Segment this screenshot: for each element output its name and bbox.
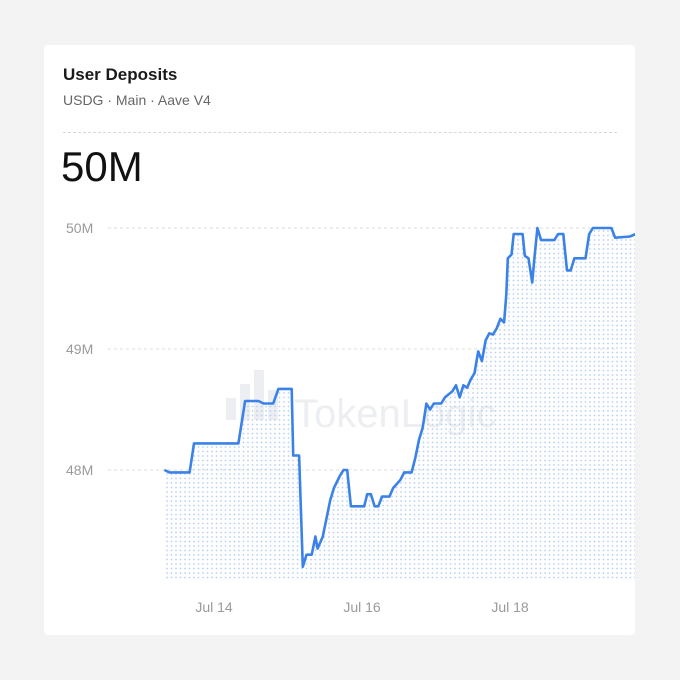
y-tick-label: 48M [66,462,93,478]
x-tick-label: Jul 14 [195,599,233,615]
card-subtitle: USDG · Main · Aave V4 [63,92,211,108]
y-tick-label: 50M [66,220,93,236]
series-line [163,226,635,569]
x-tick-label: Jul 16 [343,599,381,615]
y-axis-ticks: 48M 49M 50M [66,220,93,478]
x-axis-ticks: Jul 14 Jul 16 Jul 18 [195,599,529,615]
y-tick-label: 49M [66,341,93,357]
deposits-card: User Deposits USDG · Main · Aave V4 50M … [44,45,635,635]
header-divider [63,132,617,133]
x-tick-label: Jul 18 [491,599,529,615]
area-fill [164,228,635,580]
card-title: User Deposits [63,65,178,84]
current-value: 50M [61,143,143,190]
